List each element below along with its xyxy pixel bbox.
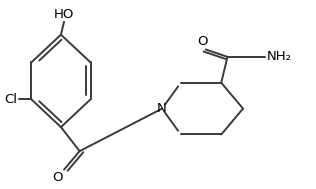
Text: HO: HO [54,8,74,21]
Text: N: N [157,102,167,115]
Text: O: O [197,35,208,48]
Text: Cl: Cl [4,93,17,106]
Text: O: O [52,171,63,184]
Text: NH₂: NH₂ [266,50,291,63]
